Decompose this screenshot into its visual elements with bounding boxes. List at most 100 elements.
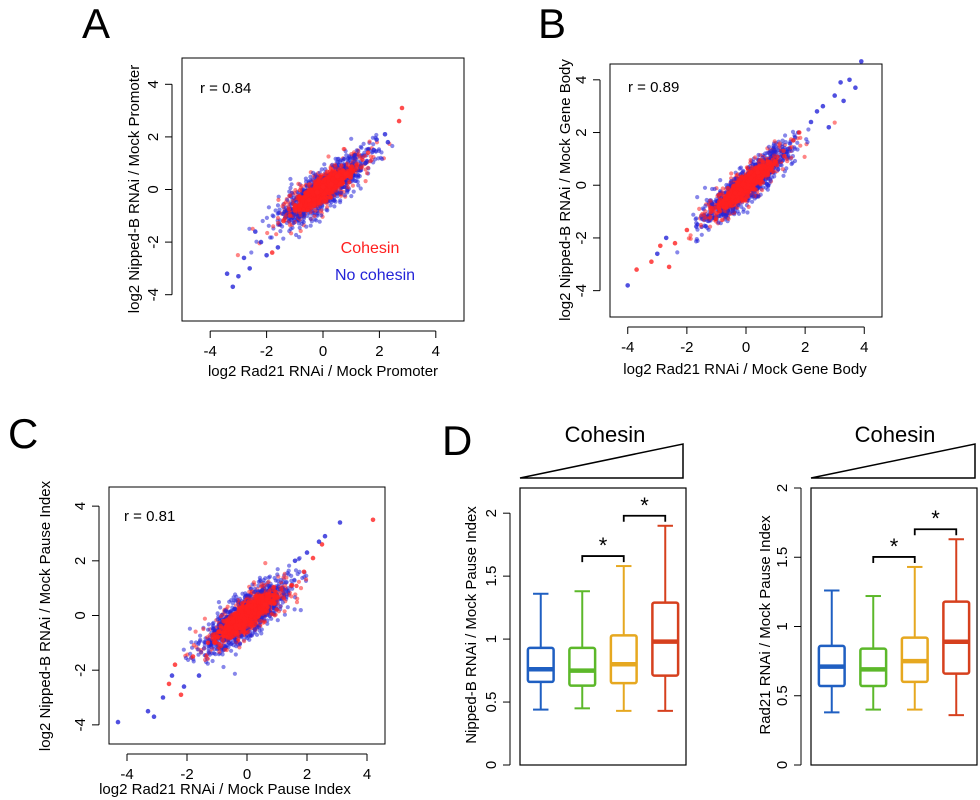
- scatter-point: [249, 250, 254, 255]
- scatter-point: [305, 207, 310, 213]
- scatter-point: [766, 144, 772, 149]
- scatter-point: [745, 210, 750, 215]
- scatter-point: [320, 184, 326, 190]
- scatter-point: [702, 185, 708, 190]
- scatter-point: [765, 187, 770, 192]
- scatter-point: [363, 160, 368, 166]
- scatter-point: [247, 266, 252, 271]
- scatter-point: [247, 226, 252, 231]
- scatter-point: [328, 166, 333, 171]
- scatter-point: [294, 232, 299, 238]
- scatter-point: [765, 159, 770, 164]
- scatter-point: [795, 140, 800, 145]
- scatter-point: [354, 174, 359, 179]
- scatter-point: [359, 145, 364, 150]
- scatter-point: [344, 153, 349, 158]
- legend-entry-cohesin: Cohesin: [341, 240, 400, 257]
- scatter-point: [367, 139, 372, 144]
- scatter-point: [264, 215, 269, 220]
- scatter-point: [288, 176, 293, 182]
- scatter-point: [772, 139, 777, 144]
- scatter-point: [756, 194, 761, 199]
- scatter-point: [729, 171, 734, 176]
- scatter-points: [224, 105, 405, 290]
- scatter-point: [675, 250, 680, 255]
- scatter-point: [288, 193, 293, 198]
- scatter-point: [333, 164, 338, 169]
- scatter-point: [291, 195, 296, 200]
- y-axis-label: log2 Nipped-B RNAi / Mock Promoter: [126, 65, 143, 313]
- scatter-point: [712, 186, 717, 192]
- scatter-point: [342, 156, 347, 161]
- scatter-point: [695, 195, 700, 200]
- scatter-point: [759, 188, 765, 193]
- scatter-point: [832, 120, 837, 125]
- scatter-point: [772, 145, 777, 150]
- scatter-point: [347, 180, 352, 185]
- scatter-point: [293, 188, 298, 193]
- scatter-point: [694, 216, 699, 221]
- y-tick-label: -2: [145, 235, 162, 248]
- scatter-point: [311, 197, 317, 202]
- scatter-point: [298, 228, 303, 234]
- scatter-point: [350, 183, 355, 188]
- panel-label-a: A: [82, 0, 110, 47]
- scatter-point: [732, 177, 737, 182]
- scatter-point: [299, 221, 304, 227]
- scatter-point: [390, 143, 395, 149]
- scatter-point: [339, 190, 344, 195]
- scatter-point: [269, 250, 275, 255]
- scatter-point: [265, 230, 270, 236]
- panel-label-d: D: [442, 417, 472, 464]
- scatter-point: [806, 127, 811, 132]
- scatter-point: [260, 218, 265, 224]
- scatter-point: [325, 208, 330, 213]
- scatter-point: [750, 199, 755, 204]
- x-tick-label: 2: [375, 343, 383, 360]
- scatter-point: [347, 174, 353, 180]
- scatter-point: [271, 224, 276, 229]
- scatter-point: [283, 200, 288, 205]
- scatter-point: [276, 194, 281, 199]
- scatter-point: [703, 215, 709, 220]
- scatter-point: [317, 219, 322, 224]
- scatter-point: [354, 163, 360, 169]
- scatter-point: [344, 188, 350, 193]
- scatter-point: [783, 133, 788, 138]
- scatter-point: [299, 183, 304, 189]
- correlation-annotation: r = 0.84: [200, 80, 251, 97]
- scatter-point: [315, 189, 320, 195]
- scatter-point: [792, 158, 798, 164]
- scatter-point: [319, 167, 324, 172]
- scatter-point: [697, 206, 702, 211]
- scatter-point: [741, 207, 746, 212]
- scatter-point: [224, 271, 230, 277]
- scatter-point: [271, 214, 276, 219]
- scatter-point: [301, 207, 306, 213]
- scatter-point: [280, 224, 285, 229]
- scatter-point: [312, 213, 317, 219]
- scatter-point: [688, 236, 693, 241]
- scatter-point: [349, 136, 354, 141]
- scatter-point: [352, 178, 357, 183]
- scatter-point: [694, 237, 699, 242]
- scatter-point: [292, 203, 298, 209]
- scatter-point: [753, 155, 758, 160]
- scatter-point: [726, 216, 731, 221]
- scatter-point: [361, 141, 366, 146]
- scatter-point: [280, 211, 285, 216]
- scatter-point: [332, 198, 337, 203]
- scatter-point: [314, 218, 319, 223]
- panel-label-c: C: [8, 410, 38, 457]
- scatter-point: [286, 206, 291, 212]
- scatter-point: [309, 219, 314, 224]
- scatter-point: [304, 224, 309, 229]
- scatter-point: [319, 213, 324, 218]
- scatter-point: [724, 196, 729, 202]
- scatter-point: [291, 221, 296, 226]
- scatter-point: [780, 167, 785, 172]
- scatter-point: [298, 203, 303, 208]
- scatter-point: [333, 180, 339, 185]
- scatter-point: [760, 180, 765, 185]
